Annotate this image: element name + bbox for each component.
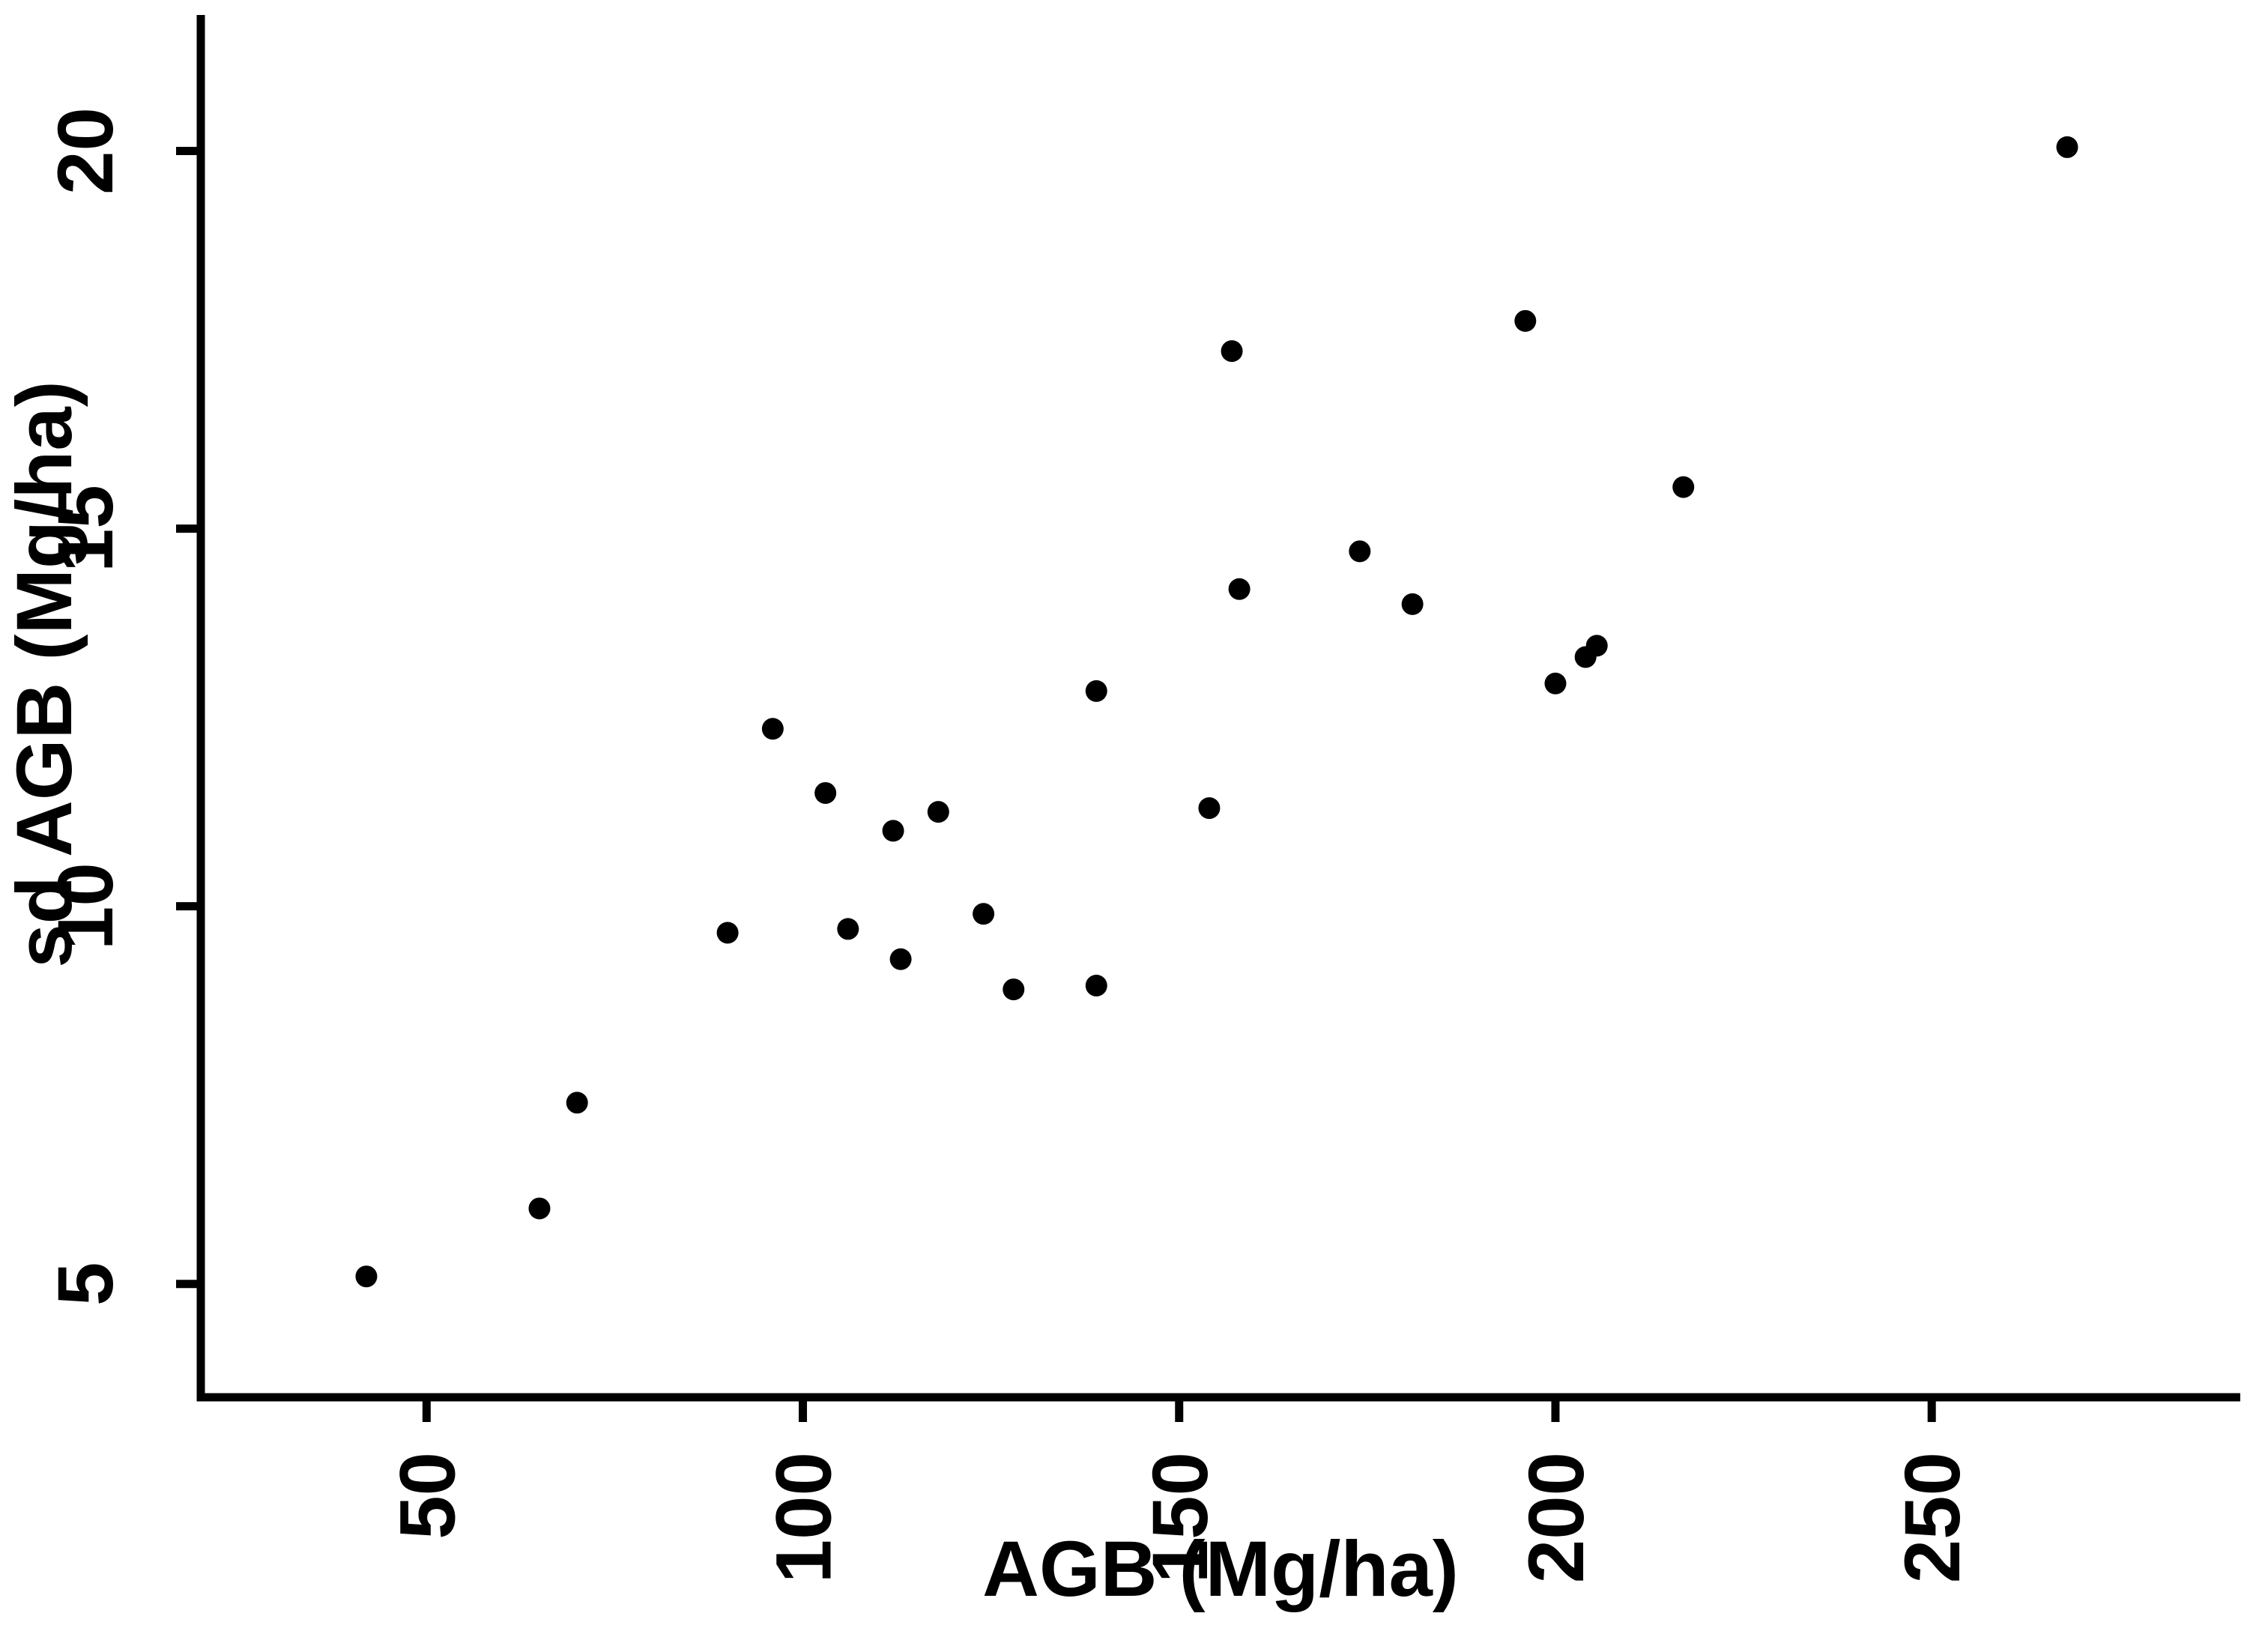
axis-frame (196, 15, 2240, 1402)
x-tick-label: 250 (1889, 1452, 1977, 1583)
data-point (1085, 975, 1107, 997)
data-point (837, 918, 859, 940)
data-point (1585, 635, 1608, 657)
data-point (355, 1265, 378, 1288)
y-axis-title: sd AGB (Mg/ha) (1, 381, 88, 968)
data-point (761, 718, 784, 740)
data-point (1514, 309, 1537, 332)
x-tick-label: 150 (1137, 1452, 1224, 1583)
data-point (814, 781, 837, 804)
data-point (1198, 797, 1221, 820)
data-point (882, 820, 904, 842)
data-point (1228, 578, 1251, 600)
x-tick-label: 200 (1513, 1452, 1600, 1583)
data-point (2056, 136, 2078, 158)
data-point (716, 922, 739, 944)
data-point (1003, 978, 1025, 1001)
data-point (1349, 540, 1371, 563)
data-point (889, 948, 912, 970)
y-tick-label: 15 (42, 485, 130, 572)
data-point (528, 1197, 551, 1220)
data-point (1221, 340, 1243, 363)
x-axis-title: AGB (Mg/ha) (982, 1525, 1459, 1613)
x-tick-label: 100 (760, 1452, 848, 1583)
x-tick-label: 50 (384, 1452, 471, 1540)
y-tick-label: 10 (42, 862, 130, 950)
y-tick-label: 5 (42, 1262, 130, 1306)
data-point (1085, 680, 1107, 702)
data-point (1544, 672, 1567, 695)
y-tick-label: 20 (42, 107, 130, 195)
data-point (566, 1092, 588, 1114)
data-point (973, 903, 995, 925)
data-point (927, 801, 949, 823)
data-point (1672, 476, 1695, 498)
data-point (1401, 593, 1424, 615)
